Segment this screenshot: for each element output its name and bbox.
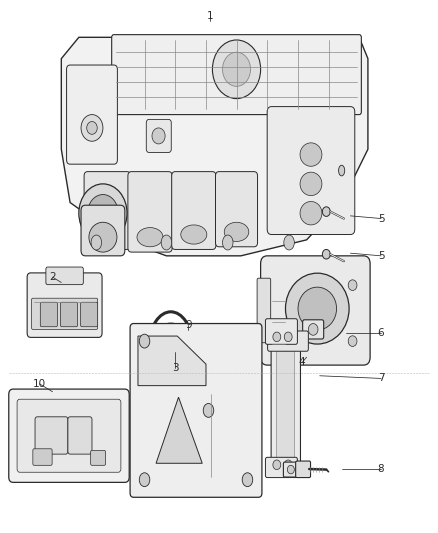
FancyBboxPatch shape	[130, 324, 262, 497]
FancyBboxPatch shape	[84, 172, 131, 249]
Ellipse shape	[79, 184, 127, 243]
FancyBboxPatch shape	[146, 119, 171, 152]
FancyBboxPatch shape	[267, 107, 355, 235]
FancyBboxPatch shape	[33, 449, 52, 465]
Ellipse shape	[273, 332, 281, 342]
Text: 3: 3	[172, 363, 179, 373]
FancyBboxPatch shape	[112, 35, 361, 115]
Text: 6: 6	[378, 328, 385, 338]
Ellipse shape	[322, 249, 330, 259]
FancyBboxPatch shape	[215, 172, 258, 247]
Ellipse shape	[308, 324, 318, 335]
Ellipse shape	[161, 235, 172, 250]
Polygon shape	[156, 397, 202, 463]
FancyBboxPatch shape	[128, 172, 172, 252]
Ellipse shape	[139, 473, 150, 487]
Text: 1: 1	[207, 11, 214, 21]
FancyBboxPatch shape	[257, 278, 271, 343]
Polygon shape	[61, 37, 368, 256]
FancyBboxPatch shape	[296, 461, 311, 478]
FancyBboxPatch shape	[261, 256, 370, 365]
Ellipse shape	[284, 235, 294, 250]
FancyBboxPatch shape	[17, 399, 121, 472]
FancyBboxPatch shape	[172, 172, 216, 249]
Ellipse shape	[284, 332, 292, 342]
Ellipse shape	[300, 201, 322, 225]
Ellipse shape	[137, 228, 163, 247]
Ellipse shape	[224, 222, 249, 241]
FancyBboxPatch shape	[283, 462, 298, 477]
Ellipse shape	[300, 172, 322, 196]
FancyBboxPatch shape	[68, 417, 92, 454]
Ellipse shape	[87, 122, 97, 134]
Text: 9: 9	[185, 320, 192, 330]
FancyBboxPatch shape	[67, 65, 117, 164]
Ellipse shape	[212, 40, 261, 99]
FancyBboxPatch shape	[81, 205, 125, 256]
Text: 7: 7	[378, 374, 385, 383]
Text: 5: 5	[378, 251, 385, 261]
Ellipse shape	[273, 460, 281, 470]
Ellipse shape	[286, 273, 349, 344]
Ellipse shape	[348, 336, 357, 346]
Text: 2: 2	[49, 272, 56, 282]
FancyBboxPatch shape	[276, 339, 294, 469]
Ellipse shape	[322, 207, 330, 216]
FancyBboxPatch shape	[27, 273, 102, 337]
Text: 10: 10	[33, 379, 46, 389]
Ellipse shape	[91, 235, 102, 250]
Ellipse shape	[81, 115, 103, 141]
Polygon shape	[138, 336, 206, 386]
Ellipse shape	[94, 225, 121, 244]
Ellipse shape	[89, 222, 117, 252]
Ellipse shape	[223, 235, 233, 250]
Ellipse shape	[298, 287, 336, 330]
FancyBboxPatch shape	[40, 302, 57, 327]
FancyBboxPatch shape	[46, 267, 83, 285]
Ellipse shape	[287, 465, 294, 474]
FancyBboxPatch shape	[32, 298, 98, 329]
Ellipse shape	[88, 195, 118, 232]
Ellipse shape	[300, 143, 322, 166]
FancyBboxPatch shape	[35, 417, 68, 454]
Ellipse shape	[339, 165, 345, 176]
FancyBboxPatch shape	[265, 319, 297, 344]
Text: 8: 8	[378, 464, 385, 474]
FancyBboxPatch shape	[271, 333, 300, 475]
Ellipse shape	[348, 280, 357, 290]
FancyBboxPatch shape	[268, 331, 308, 351]
Ellipse shape	[223, 52, 251, 86]
FancyBboxPatch shape	[265, 457, 297, 478]
Ellipse shape	[152, 128, 165, 144]
FancyBboxPatch shape	[91, 450, 106, 465]
Text: 4: 4	[299, 358, 306, 367]
Ellipse shape	[284, 460, 292, 470]
FancyBboxPatch shape	[9, 389, 129, 482]
Ellipse shape	[203, 403, 214, 417]
Ellipse shape	[242, 473, 253, 487]
Ellipse shape	[181, 225, 207, 244]
FancyBboxPatch shape	[81, 302, 98, 327]
Ellipse shape	[139, 334, 150, 348]
Text: 5: 5	[378, 214, 385, 223]
FancyBboxPatch shape	[60, 302, 78, 327]
FancyBboxPatch shape	[303, 320, 324, 339]
